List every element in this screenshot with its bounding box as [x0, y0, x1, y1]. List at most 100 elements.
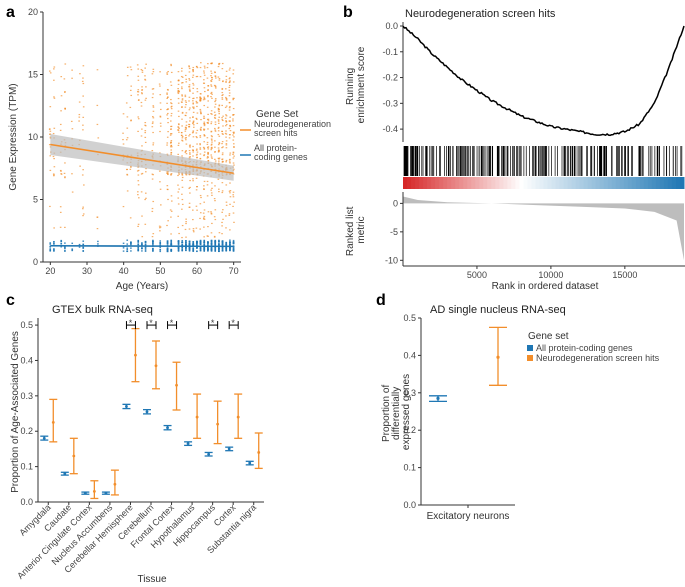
hits-point — [210, 63, 213, 65]
all-point — [53, 248, 55, 251]
heatbar-cell — [507, 177, 512, 189]
hits-point — [170, 84, 173, 86]
panel-label-a: a — [6, 4, 15, 21]
heatbar-cell — [599, 177, 605, 189]
all-point — [170, 239, 173, 242]
heatbar-cell — [527, 177, 532, 189]
all-point — [221, 246, 224, 249]
hits-point — [181, 208, 183, 210]
hits-point — [152, 93, 154, 95]
all-point — [218, 239, 220, 242]
hits-point — [49, 72, 52, 74]
hits-point — [222, 119, 224, 122]
hits-point — [137, 94, 139, 96]
all-point — [82, 247, 85, 249]
all-point — [188, 241, 191, 243]
hits-point — [210, 110, 213, 112]
hits-point — [181, 198, 184, 201]
hits-point — [192, 228, 195, 230]
hits-point — [222, 146, 224, 148]
hits-point — [210, 212, 213, 214]
hits-point — [224, 117, 227, 119]
hits-point — [137, 191, 139, 193]
hits-point — [181, 111, 184, 114]
panel-a-axes: 20 30 40 50 60 70 0 5 10 15 20 — [28, 7, 241, 276]
all-point — [152, 249, 154, 251]
hits-point — [141, 128, 143, 130]
hits-point — [167, 117, 169, 120]
heatbar-cell — [523, 177, 528, 189]
heatbar-cell — [503, 177, 508, 189]
hits-point — [167, 131, 169, 133]
hits-point — [214, 106, 216, 108]
hits-point — [48, 128, 51, 130]
hits-point — [82, 206, 84, 208]
hits-point — [218, 160, 220, 162]
hits-point — [195, 132, 198, 134]
hits-point — [159, 115, 162, 117]
panel-c-xlabel: Tissue — [137, 574, 167, 585]
heatbar-cell — [455, 177, 460, 189]
hits-point — [60, 173, 62, 175]
hits-point — [206, 143, 209, 145]
hits-point — [60, 76, 63, 78]
heatbar-cell — [559, 177, 565, 189]
all-point — [203, 247, 206, 249]
all-point — [196, 250, 198, 253]
hits-point — [207, 226, 209, 228]
hits-point — [232, 114, 234, 116]
hits-point — [192, 231, 195, 233]
hits-point — [214, 218, 217, 221]
hits-point — [200, 62, 202, 64]
panel-a-xtick-label: 20 — [45, 266, 55, 276]
hits-point — [177, 87, 179, 90]
hits-point — [185, 134, 187, 136]
all-point — [218, 250, 220, 252]
legend-hits-line2: screen hits — [254, 128, 298, 138]
hits-point — [177, 79, 180, 81]
hits-point — [53, 166, 56, 168]
all-trend-line — [50, 244, 234, 248]
hits-point — [64, 177, 66, 179]
hits-point — [49, 205, 51, 208]
all-point — [199, 239, 202, 242]
panel-a-xtick-label: 60 — [192, 266, 202, 276]
hits-point — [225, 159, 228, 162]
all-point — [152, 247, 154, 250]
hits-point — [152, 71, 155, 73]
hits-point — [152, 88, 155, 90]
hits-point — [222, 115, 224, 117]
all-point — [64, 250, 66, 252]
hits-point — [192, 218, 194, 221]
hits-point — [167, 112, 169, 115]
hits-point — [218, 149, 220, 151]
hits-point — [151, 178, 154, 180]
hits-point — [211, 78, 213, 81]
hits-point — [214, 209, 217, 211]
hits-point — [170, 210, 173, 212]
hits-point — [199, 96, 201, 98]
hits-point — [203, 117, 206, 119]
hits-point — [191, 132, 194, 134]
panel-a-ytick-label: 0 — [33, 257, 38, 267]
hits-point — [192, 111, 195, 113]
heatbar-cell — [499, 177, 504, 189]
hits-point — [189, 152, 191, 154]
heatbar-cell — [487, 177, 492, 189]
hits-point — [130, 166, 132, 168]
hits-point — [217, 120, 220, 122]
hits-point — [167, 220, 169, 222]
hits-point — [141, 89, 143, 91]
all-point — [97, 240, 99, 243]
hits-point — [181, 99, 184, 101]
hits-point — [232, 69, 235, 71]
hits-point — [52, 173, 55, 175]
hits-point — [60, 170, 62, 172]
panel-c-ylabel: Proportion of Age-Associated Genes — [10, 331, 21, 493]
hits-point — [218, 142, 221, 144]
all-point — [130, 241, 132, 243]
heatbar-cell — [407, 177, 412, 189]
all-point — [248, 461, 252, 465]
hits-point — [203, 154, 205, 157]
panel-a-legend-title: Gene Set — [256, 109, 298, 120]
